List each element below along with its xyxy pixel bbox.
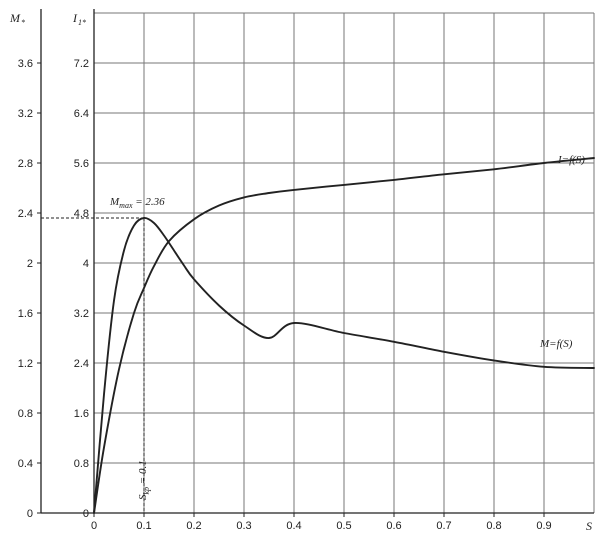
- x-tick-label: 0.9: [536, 520, 551, 532]
- m-max-annotation: Mmax = 2.36: [109, 196, 165, 210]
- x-tick-label: 0: [91, 520, 97, 532]
- y-left-tick-label: 0.8: [18, 408, 33, 420]
- series-label-i: I=f(S): [557, 154, 585, 166]
- y-left-tick-label: 1.2: [18, 358, 33, 370]
- y-left-tick-label: 0.4: [18, 458, 33, 470]
- grid: [94, 12, 595, 513]
- y-left-tick-label: 0: [27, 508, 33, 520]
- y-right-tick-label: 0: [83, 508, 89, 520]
- y-right-tick-label: 1.6: [74, 408, 89, 420]
- y-right-tick-label: 7.2: [74, 58, 89, 70]
- axes: [40, 9, 594, 514]
- y-left-tick-label: 1.6: [18, 308, 33, 320]
- x-tick-label: 0.1: [136, 520, 151, 532]
- y-left-tick-label: 2: [27, 258, 33, 270]
- tick-labels: 0 0.4 0.8 1.2 1.6 2 2.4 2.8 3.2 3.6 0 0.8 1.6 2.4 3.2 4…: [18, 58, 552, 532]
- y-right-tick-label: 0.8: [74, 458, 89, 470]
- x-tick-label: 0.8: [486, 520, 501, 532]
- series-line-i: [93, 157, 595, 514]
- annotations: [41, 217, 145, 513]
- y-left-tick-label: 2.8: [18, 158, 33, 170]
- s-kp-annotation: Skp = 0.1: [137, 460, 151, 500]
- y-right-tick-label: 3.2: [74, 308, 89, 320]
- y-left-tick-label: 3.2: [18, 108, 33, 120]
- y-right-tick-label: 2.4: [74, 358, 89, 370]
- x-tick-label: 0.2: [186, 520, 201, 532]
- y-right-tick-label: 6.4: [74, 108, 89, 120]
- y-right-tick-label: 4: [83, 258, 89, 270]
- curves: [93, 157, 595, 514]
- y-left-axis-label: M*: [9, 11, 25, 27]
- series-label-m: M=f(S): [539, 338, 573, 350]
- y-right-tick-label: 5.6: [74, 158, 89, 170]
- x-tick-label: 0.7: [436, 520, 451, 532]
- x-tick-label: 0.3: [236, 520, 251, 532]
- y-right-tick-label: 4.8: [74, 208, 89, 220]
- x-axis-label: S: [586, 519, 592, 533]
- y-left-tick-label: 2.4: [18, 208, 33, 220]
- x-tick-label: 0.4: [286, 520, 301, 532]
- y-left-tick-label: 3.6: [18, 58, 33, 70]
- y-right-axis-label: I1*: [72, 11, 86, 27]
- x-tick-label: 0.5: [336, 520, 351, 532]
- x-tick-label: 0.6: [386, 520, 401, 532]
- series-line-m: [93, 217, 595, 514]
